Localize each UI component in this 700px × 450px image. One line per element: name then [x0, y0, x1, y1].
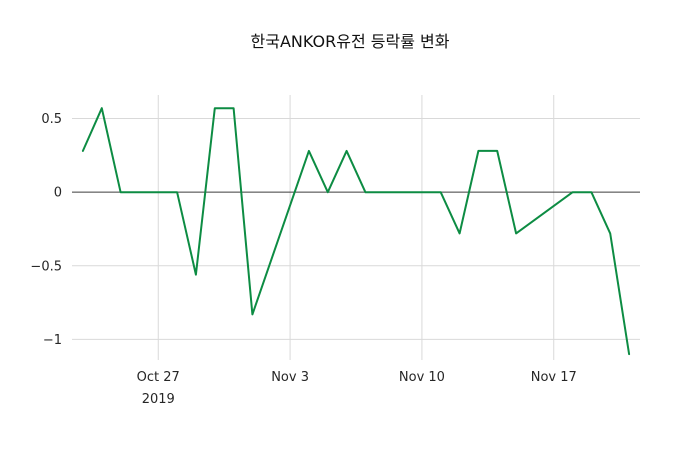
chart-title: 한국ANKOR유전 등락률 변화: [250, 32, 450, 51]
y-tick-label: 0: [54, 186, 62, 201]
x-tick-label: Oct 27: [137, 370, 180, 385]
y-tick-label: −1: [43, 333, 62, 348]
x-tick-label: Nov 17: [531, 370, 577, 385]
series-line: [81, 107, 631, 356]
x-tick-label: Nov 10: [399, 370, 445, 385]
x-tick-label: Nov 3: [271, 370, 309, 385]
x-tick-year-label: 2019: [142, 392, 175, 407]
y-tick-label: 0.5: [41, 112, 62, 127]
y-tick-label: −0.5: [30, 259, 62, 274]
